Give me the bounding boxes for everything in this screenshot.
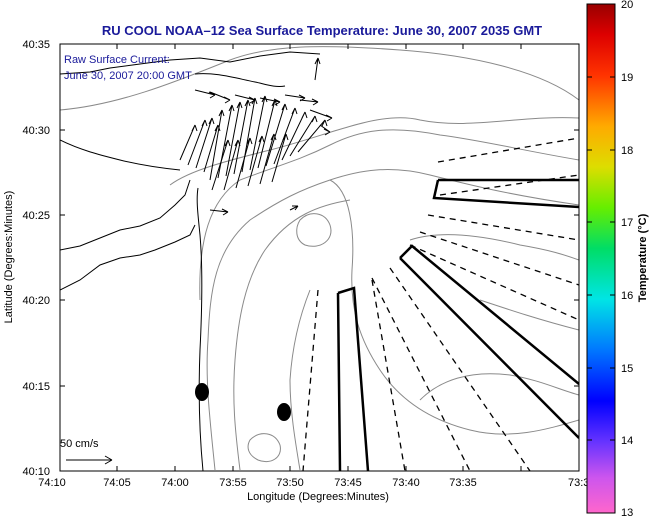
y-tick-label: 40:15 — [22, 381, 50, 393]
y-ticks — [60, 43, 579, 472]
coastline — [60, 51, 321, 471]
plot-area — [60, 44, 579, 471]
colorbar-label: Temperature (°C) — [637, 213, 649, 302]
colorbar-tick-label: 16 — [621, 290, 633, 302]
legend-line-1: Raw Surface Current: — [64, 54, 170, 66]
dashed-transect-lines — [302, 137, 579, 471]
x-tick-label: 73:45 — [334, 477, 362, 489]
scale-arrow — [66, 455, 113, 465]
colorbar-tick-label: 18 — [621, 145, 633, 157]
colorbar-tick-label: 14 — [621, 435, 633, 447]
transect-polygons — [336, 178, 579, 471]
scale-arrow-label: 50 cm/s — [60, 438, 99, 450]
y-tick-label: 40:10 — [22, 466, 50, 478]
colorbar-tick-label: 15 — [621, 363, 633, 375]
x-tick-label: 73:55 — [219, 477, 247, 489]
map-title: RU COOL NOAA–12 Sea Surface Temperature:… — [102, 23, 542, 38]
x-ticks — [59, 44, 580, 471]
buoy-marker — [277, 403, 291, 421]
x-tick-label: 74:10 — [38, 477, 66, 489]
x-tick-label: 73:50 — [276, 477, 304, 489]
x-tick-label: 74:05 — [103, 477, 131, 489]
y-tick-label: 40:25 — [22, 210, 50, 222]
y-tick-label: 40:20 — [22, 295, 50, 307]
colorbar-tick-label: 20 — [621, 0, 633, 11]
colorbar-tick-label: 19 — [621, 72, 633, 84]
colorbar-tick-label: 13 — [621, 507, 633, 518]
x-tick-label: 73:3 — [568, 477, 589, 489]
y-tick-label: 40:30 — [22, 125, 50, 137]
y-axis-label: Latitude (Degrees:Minutes) — [3, 191, 15, 324]
bathymetry-contours — [60, 46, 579, 471]
x-axis-label: Longitude (Degrees:Minutes) — [247, 491, 389, 503]
plot-frame — [59, 43, 580, 472]
buoy-marker — [195, 383, 209, 401]
colorbar-tick-label: 17 — [621, 217, 633, 229]
colorbar — [586, 3, 616, 514]
x-tick-label: 73:40 — [392, 477, 420, 489]
surface-current-vectors — [179, 57, 333, 216]
x-tick-label: 73:35 — [449, 477, 477, 489]
x-tick-label: 74:00 — [161, 477, 189, 489]
colorbar-ticks — [587, 76, 615, 441]
legend-line-2: June 30, 2007 20:00 GMT — [64, 70, 192, 82]
y-tick-label: 40:35 — [22, 39, 50, 51]
